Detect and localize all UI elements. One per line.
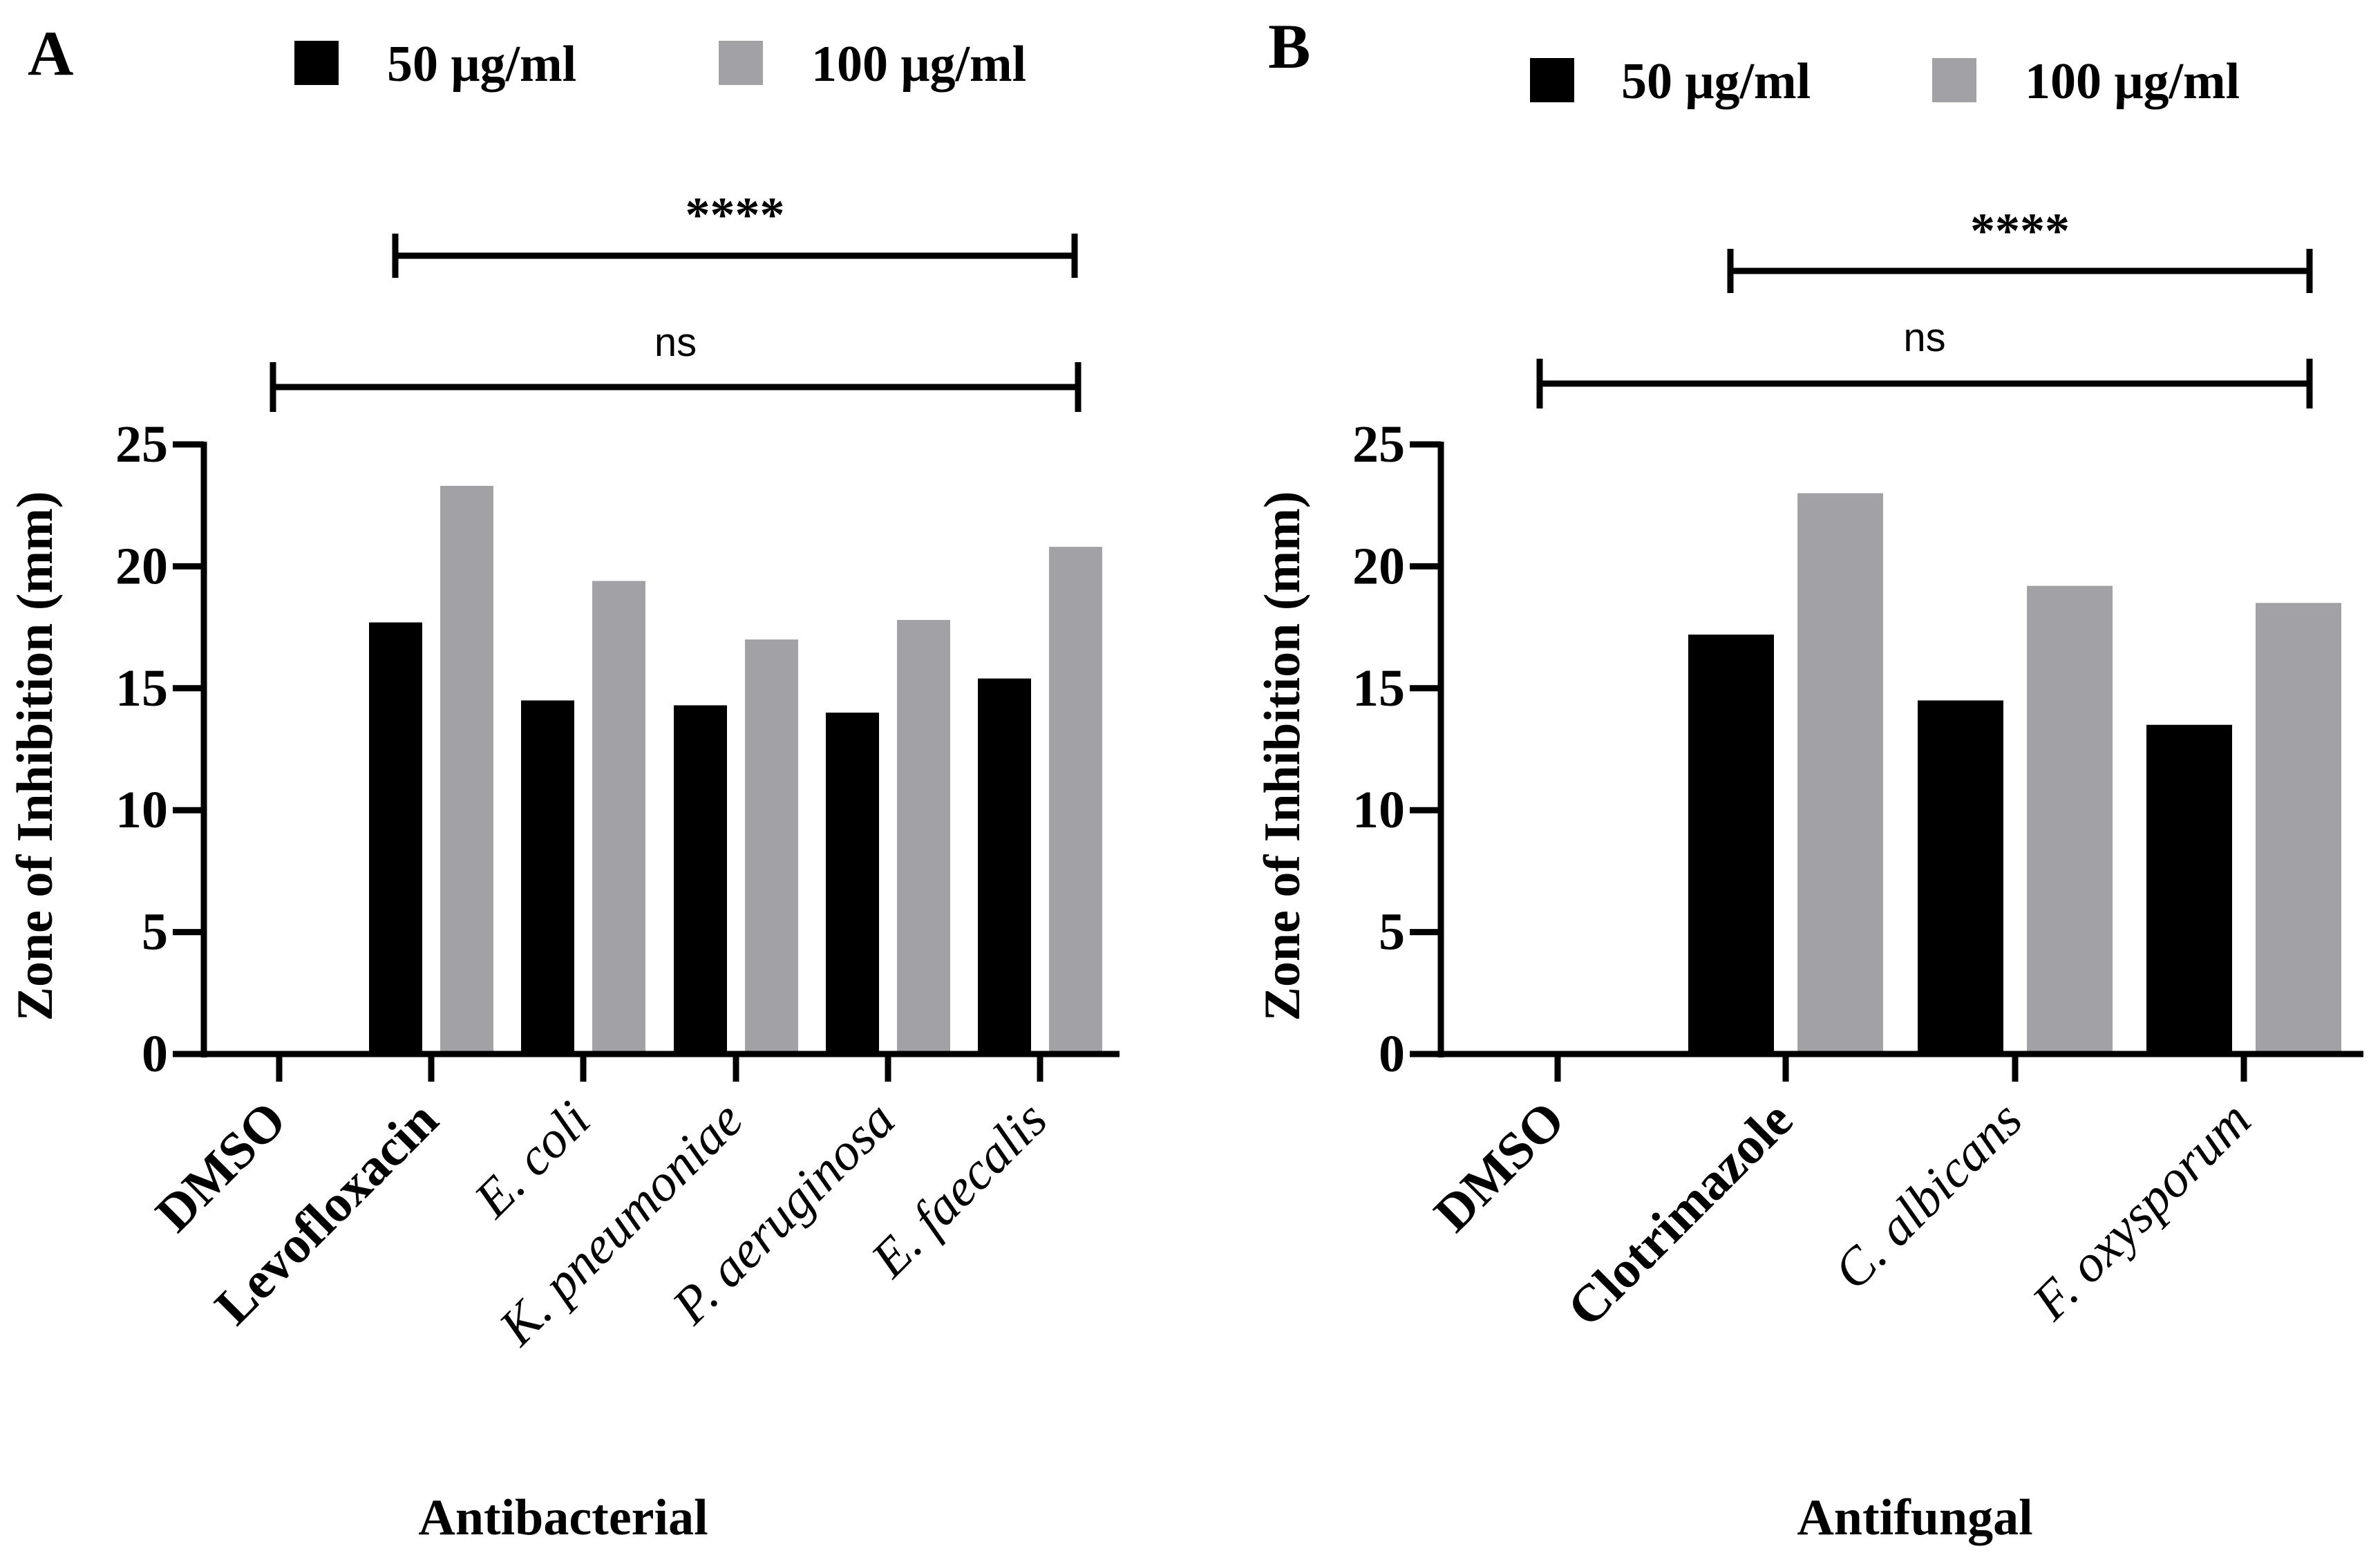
y-tick-label: 5 bbox=[1379, 903, 1405, 961]
y-tick-label: 5 bbox=[142, 903, 168, 961]
legend-label-50: 50 μg/ml bbox=[1621, 53, 1811, 110]
significance-label: ns bbox=[1903, 315, 1945, 360]
legend-label-100: 100 μg/ml bbox=[2025, 53, 2240, 110]
y-tick-label: 25 bbox=[115, 415, 168, 473]
y-tick-label: 20 bbox=[1352, 537, 1405, 595]
legend-swatch-50 bbox=[294, 41, 339, 85]
panel-label: A bbox=[28, 18, 73, 88]
x-tick-label: E. coli bbox=[463, 1091, 601, 1229]
bar-50-3 bbox=[2146, 724, 2232, 1054]
y-tick-label: 15 bbox=[115, 659, 168, 717]
panel-a-antibacterial-chart: A 50 μg/ml 100 μg/ml **** ns 0 5 10 15 20 25 Zone o… bbox=[7, 18, 1120, 1546]
bar-50-1 bbox=[1688, 634, 1774, 1054]
significance-label: ns bbox=[654, 320, 697, 365]
y-tick-label: 25 bbox=[1352, 415, 1405, 473]
significance-label: **** bbox=[1970, 203, 2070, 258]
legend-swatch-100 bbox=[719, 41, 763, 85]
bar-50-1 bbox=[369, 622, 422, 1054]
x-tick-label: C. albicans bbox=[1823, 1091, 2033, 1301]
significance-label: **** bbox=[686, 187, 785, 243]
y-axis-title: Zone of Inhibition (mm) bbox=[1254, 491, 1311, 1022]
legend-swatch-100 bbox=[1932, 58, 1976, 102]
bar-100-3 bbox=[745, 639, 798, 1054]
legend-label-50: 50 μg/ml bbox=[387, 36, 576, 93]
bar-100-1 bbox=[440, 485, 493, 1054]
bar-50-2 bbox=[1918, 700, 2003, 1054]
legend-swatch-50 bbox=[1530, 58, 1574, 102]
x-tick-label: Clotrimazole bbox=[1556, 1091, 1804, 1338]
bar-100-5 bbox=[1049, 547, 1102, 1054]
x-tick-label: DMSO bbox=[144, 1091, 297, 1243]
y-tick-label: 0 bbox=[142, 1025, 168, 1083]
bar-100-2 bbox=[592, 581, 645, 1054]
bar-50-3 bbox=[674, 705, 727, 1054]
y-tick-label: 0 bbox=[1379, 1025, 1405, 1083]
bar-50-4 bbox=[826, 713, 879, 1054]
x-tick-label: F. oxysporum bbox=[2021, 1091, 2262, 1332]
bar-100-3 bbox=[2256, 603, 2341, 1054]
bar-100-1 bbox=[1797, 493, 1883, 1054]
y-tick-label: 10 bbox=[1352, 781, 1405, 839]
x-tick-label: DMSO bbox=[1423, 1091, 1576, 1243]
legend-label-100: 100 μg/ml bbox=[811, 36, 1026, 93]
bar-50-2 bbox=[521, 700, 574, 1054]
bar-100-4 bbox=[897, 620, 950, 1054]
panel-label: B bbox=[1268, 11, 1310, 82]
y-tick-label: 15 bbox=[1352, 659, 1405, 717]
x-axis-title: Antibacterial bbox=[418, 1489, 708, 1546]
y-axis-title: Zone of Inhibition (mm) bbox=[7, 491, 64, 1022]
panel-b-antifungal-chart: B 50 μg/ml 100 μg/ml **** ns 0 5 10 15 20 25 Zone o… bbox=[1254, 11, 2363, 1546]
x-axis-title: Antifungal bbox=[1797, 1489, 2032, 1546]
bar-100-2 bbox=[2027, 585, 2113, 1054]
y-tick-label: 10 bbox=[115, 781, 168, 839]
bar-50-5 bbox=[978, 678, 1031, 1054]
y-tick-label: 20 bbox=[115, 537, 168, 595]
